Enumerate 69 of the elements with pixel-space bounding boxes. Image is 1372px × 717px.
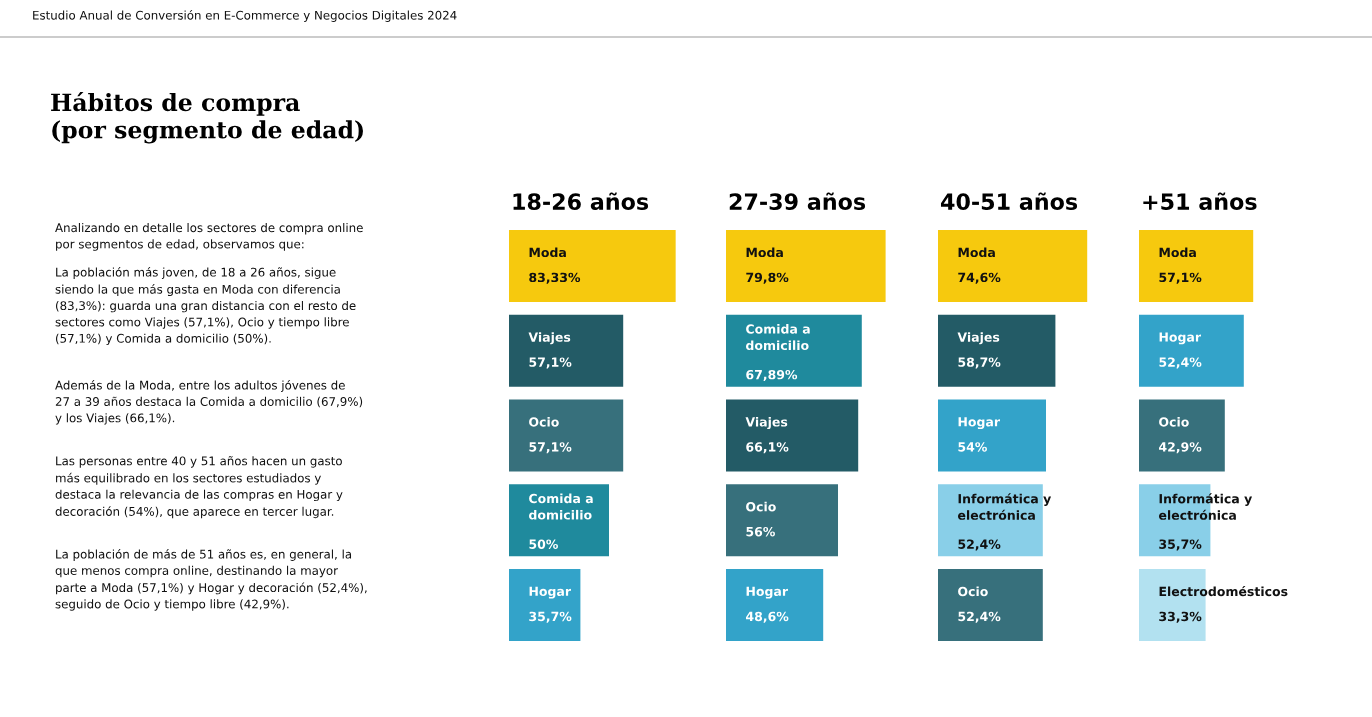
y-tick-label: Ocio: [1159, 416, 1189, 427]
text: Las personas entre 40 y 51 años hacen un gasto más equilibrado en los sectores estudiados y destaca la relevancia de las compras en Hogar y decoración (54%), que aparece en tercer lugar.: [55, 456, 343, 519]
bar: [509, 484, 609, 557]
bar: [509, 314, 624, 387]
y-tick-label: Viajes: [957, 332, 1000, 345]
bar: [509, 569, 581, 642]
bar: [726, 484, 838, 557]
chart-title: 40-51 años: [941, 192, 1078, 211]
y-tick-label: Electrodomésticos: [1159, 585, 1288, 597]
bar: [726, 229, 886, 302]
data-label: 52,4%: [958, 539, 1001, 551]
y-tick-label: Moda: [746, 247, 783, 258]
data-label: 35,7%: [529, 611, 572, 623]
y-tick-label: Moda: [529, 247, 566, 258]
text: La población de más de 51 años es, en general, la que menos compra online, destinando la mayor parte a Moda (57,1%) y Hogar y decoración (52,4%), seguido de Ocio y tiempo libre (42,9%).: [55, 549, 367, 611]
bar: [938, 399, 1046, 472]
bar: [726, 399, 859, 472]
y-tick-label: Informática y electrónica: [1158, 493, 1253, 520]
bar: [726, 569, 824, 642]
data-label: 57,1%: [529, 442, 572, 454]
data-label: 56%: [746, 526, 775, 537]
data-label: 57,1%: [1159, 272, 1202, 284]
bar: [938, 569, 1043, 642]
y-tick-label: Informática y electrónica: [957, 493, 1052, 520]
text: Hábitos de compra (por segmento de edad): [51, 92, 363, 144]
bar: [938, 229, 1088, 302]
data-label: 52,4%: [1159, 357, 1202, 369]
y-tick-label: Ocio: [958, 586, 988, 597]
data-label: 67,89%: [746, 369, 798, 381]
data-label: 33,3%: [1159, 611, 1202, 623]
text: La población más joven, de 18 a 26 años, sigue siendo la que más gasta en Moda con diferencia (83,3%): guarda una gran distancia con el resto de sectores como Viajes (57,1%), Ocio y tiempo libre (57,1%) y Comida a domicilio (50%).: [55, 267, 356, 346]
y-tick-label: Moda: [1159, 247, 1196, 258]
chart-title: +51 años: [1143, 192, 1257, 211]
y-tick-label: Ocio: [746, 501, 776, 512]
y-tick-label: Ocio: [529, 416, 559, 427]
bar: [1139, 314, 1244, 387]
y-tick-label: Hogar: [529, 586, 572, 599]
data-label: 57,1%: [529, 357, 572, 369]
data-label: 79,8%: [746, 272, 789, 284]
data-label: 54%: [958, 442, 987, 452]
y-tick-label: Comida a domicilio: [746, 324, 810, 351]
data-label: 35,7%: [1159, 539, 1202, 551]
data-label: 74,6%: [958, 272, 1001, 284]
text: Estudio Anual de Conversión en E-Commerce y Negocios Digitales 2024: [33, 10, 457, 22]
bar: [1139, 399, 1225, 472]
y-tick-label: Hogar: [958, 417, 1001, 430]
bar: [726, 314, 862, 387]
y-tick-label: Viajes: [528, 332, 571, 345]
bar: [509, 229, 676, 302]
chart-title: 27-39 años: [729, 192, 866, 211]
data-label: 50%: [529, 539, 558, 549]
bar: [509, 399, 624, 472]
text: Además de la Moda, entre los adultos jóvenes de 27 a 39 años destaca la Comida a domicilio (67,9%) y los Viajes (66,1%).: [55, 380, 363, 425]
data-label: 48,6%: [746, 611, 789, 623]
chart-title: 18-26 años: [513, 192, 649, 211]
bar: [938, 484, 1043, 557]
bar: [1139, 229, 1254, 302]
data-label: 42,9%: [1159, 442, 1202, 454]
data-label: 83,33%: [529, 272, 581, 284]
data-label: 58,7%: [958, 357, 1001, 369]
y-tick-label: Viajes: [745, 416, 788, 430]
y-tick-label: Hogar: [746, 586, 789, 599]
y-tick-label: Comida a domicilio: [529, 493, 593, 520]
data-label: 66,1%: [746, 442, 789, 454]
text: Analizando en detalle los sectores de compra online por segmentos de edad, observamos que:: [55, 223, 363, 251]
bar: [938, 314, 1056, 387]
data-label: 52,4%: [958, 611, 1001, 623]
y-tick-label: Moda: [958, 247, 995, 258]
y-tick-label: Hogar: [1159, 332, 1202, 345]
